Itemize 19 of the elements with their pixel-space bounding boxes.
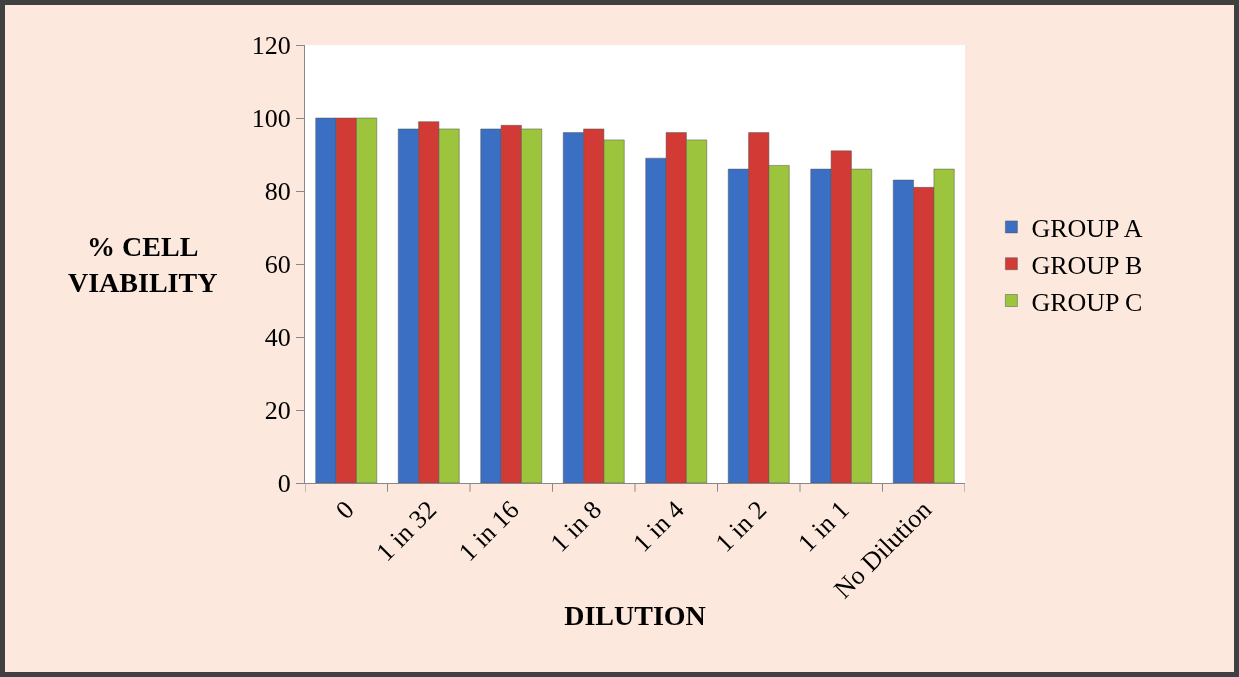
x-tick-label: 1 in 32 [370,495,443,567]
y-axis-title: % CELL VIABILITY [68,231,218,299]
y-tick-label: 60 [264,250,291,280]
x-tick-label: 1 in 2 [709,495,773,558]
y-tick-label: 20 [264,396,291,426]
legend-label: GROUP C [1031,287,1143,317]
x-tick-label: 1 in 8 [544,495,608,558]
x-tick-label: 0 [329,495,360,525]
x-axis-title: DILUTION [564,600,706,632]
x-tick-label: 1 in 16 [453,495,525,567]
x-tick-label: 1 in 1 [792,495,855,558]
x-tick-label: 1 in 4 [627,495,690,558]
y-tick-label: 120 [251,31,291,61]
y-tick-label: 80 [264,177,291,207]
y-tick-label: 100 [251,104,291,134]
y-tick-label: 40 [264,323,291,353]
y-tick-label: 0 [277,469,291,499]
legend-label: GROUP A [1031,214,1143,244]
legend-label: GROUP B [1031,250,1143,280]
